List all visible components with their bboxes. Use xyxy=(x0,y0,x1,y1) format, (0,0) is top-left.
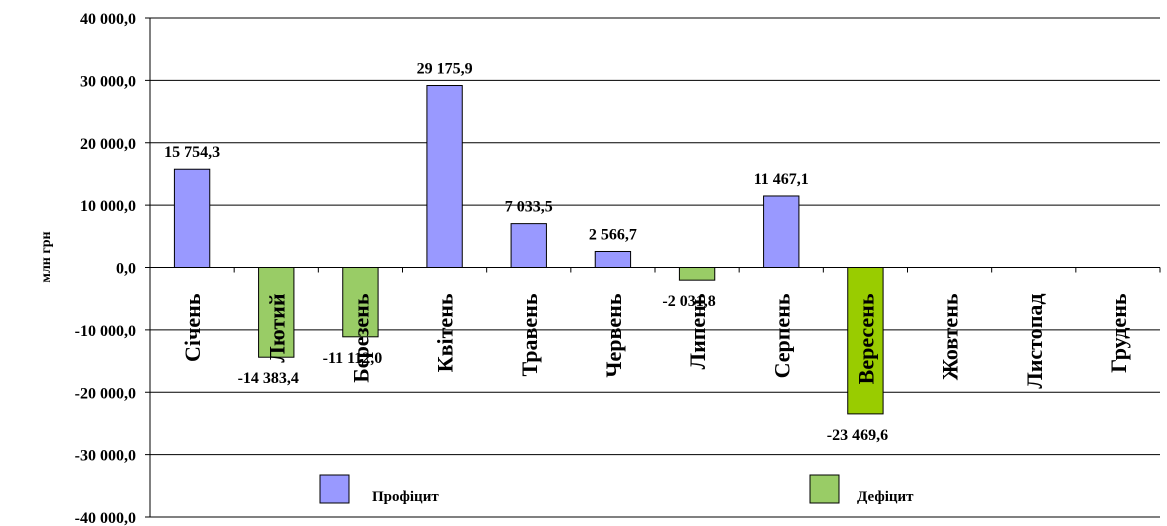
data-label: -2 031,8 xyxy=(662,293,715,310)
y-tick-label: -20 000,0 xyxy=(75,385,136,402)
legend: Профіцит Дефіцит xyxy=(319,474,914,505)
category-label: Травень xyxy=(517,293,542,376)
category-label: Лютий xyxy=(264,293,289,362)
data-labels: 15 754,3 29 175,9 7 033,5 2 566,7 11 467,1 -1… xyxy=(164,61,888,444)
y-tick-label: -10 000,0 xyxy=(75,323,136,340)
category-label: Серпень xyxy=(769,293,794,378)
legend-swatch-defitsyt xyxy=(809,474,840,504)
bar-profitsyt xyxy=(594,250,632,268)
legend-label-defitsyt: Дефіцит xyxy=(857,489,914,505)
data-label: 11 467,1 xyxy=(754,171,809,188)
legend-label-profitsyt: Профіцит xyxy=(372,489,439,505)
data-label: 2 566,7 xyxy=(589,226,637,243)
category-label: Грудень xyxy=(1106,293,1131,373)
category-label: Листопад xyxy=(1022,294,1047,389)
y-tick-label: 10 000,0 xyxy=(80,198,136,215)
data-label: -14 383,4 xyxy=(238,370,299,387)
category-label: Червень xyxy=(601,293,626,377)
y-tick-label: -40 000,0 xyxy=(75,510,136,526)
y-tick-label: -30 000,0 xyxy=(75,448,136,465)
category-labels: Січень Лютий Березень Квітень Травень Червень… xyxy=(180,293,1131,389)
bar-defitsyt xyxy=(847,267,884,415)
bar-defitsyt xyxy=(258,267,295,358)
data-label: 7 033,5 xyxy=(505,199,553,216)
bar-profitsyt xyxy=(763,195,800,269)
data-label: -23 469,6 xyxy=(827,427,888,444)
y-tick-label: 20 000,0 xyxy=(80,136,136,153)
category-label: Січень xyxy=(180,293,205,362)
data-label: 29 175,9 xyxy=(417,61,473,78)
bar-defitsyt xyxy=(342,267,379,338)
bar-profitsyt xyxy=(510,223,547,268)
category-label: Квітень xyxy=(433,293,458,372)
category-label: Липень xyxy=(685,293,710,369)
y-tick-labels: 40 000,0 30 000,0 20 000,0 10 000,0 0,0 -10 0… xyxy=(75,11,136,526)
category-label: Вересень xyxy=(853,293,878,384)
bar-defitsyt xyxy=(678,267,716,281)
category-label: Жовтень xyxy=(938,293,963,380)
bar-profitsyt xyxy=(426,85,463,269)
axes xyxy=(149,18,1161,517)
y-tick-label: 30 000,0 xyxy=(80,73,136,90)
bars xyxy=(173,85,884,415)
data-label: -11 112,0 xyxy=(323,350,383,367)
y-axis-label: млн грн xyxy=(39,231,54,282)
bar-profitsyt xyxy=(173,168,211,269)
legend-swatch-profitsyt xyxy=(319,474,350,504)
y-tick-label: 0,0 xyxy=(116,261,136,278)
y-tick-label: 40 000,0 xyxy=(80,11,136,28)
category-label: Березень xyxy=(348,293,373,383)
data-label: 15 754,3 xyxy=(164,144,220,161)
